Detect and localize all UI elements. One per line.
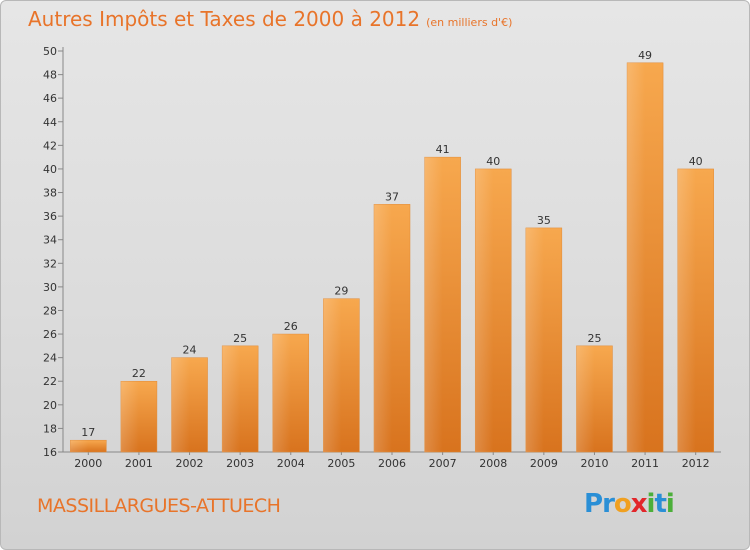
- x-tick-label: 2010: [580, 457, 608, 470]
- bar-highlight: [222, 345, 241, 452]
- y-tick-label: 32: [43, 257, 57, 270]
- bar-value-label: 40: [689, 155, 703, 168]
- x-tick-label: 2008: [479, 457, 507, 470]
- x-tick-label: 2004: [277, 457, 305, 470]
- logo-letter: t: [654, 489, 666, 519]
- x-tick-label: 2006: [378, 457, 406, 470]
- bar-value-label: 29: [334, 285, 348, 298]
- y-tick-label: 34: [43, 234, 57, 247]
- y-tick-label: 40: [43, 163, 57, 176]
- logo-letter: P: [584, 489, 603, 519]
- y-tick-label: 48: [43, 69, 57, 82]
- chart-title-main: Autres Impôts et Taxes de 2000 à 2012: [28, 7, 421, 31]
- x-tick-label: 2007: [429, 457, 457, 470]
- y-tick-label: 22: [43, 375, 57, 388]
- y-tick-label: 46: [43, 92, 57, 105]
- bar-highlight: [576, 345, 595, 452]
- bar-highlight: [70, 440, 89, 452]
- y-tick-label: 38: [43, 187, 57, 200]
- x-tick-label: 2012: [682, 457, 710, 470]
- bar-value-label: 22: [132, 367, 146, 380]
- bar-value-label: 25: [587, 332, 601, 345]
- x-tick-label: 2009: [530, 457, 558, 470]
- bars: [70, 62, 714, 453]
- bar-highlight: [525, 227, 544, 452]
- bar-highlight: [323, 298, 342, 452]
- y-tick-label: 28: [43, 304, 57, 317]
- logo-letter: i: [646, 489, 656, 519]
- y-tick-label: 26: [43, 328, 57, 341]
- y-tick-label: 20: [43, 399, 57, 412]
- logo-letter: o: [613, 489, 632, 519]
- bar-highlight: [120, 381, 139, 452]
- y-tick-label: 42: [43, 139, 57, 152]
- chart-title: Autres Impôts et Taxes de 2000 à 2012 (en…: [28, 7, 512, 31]
- y-tick-label: 16: [43, 446, 57, 459]
- bar-value-label: 37: [385, 190, 399, 203]
- y-tick-label: 18: [43, 422, 57, 435]
- logo-letter: r: [602, 489, 615, 519]
- x-tick-label: 2002: [176, 457, 204, 470]
- bar-value-label: 35: [537, 214, 551, 227]
- bar-highlight: [374, 204, 392, 452]
- y-tick-label: 50: [43, 45, 57, 58]
- bar-value-label: 25: [233, 332, 247, 345]
- axes: 16 18 20 22 24 26 28 30 32 34 36 38 40 42 44 46 48 50 2000…: [43, 45, 721, 470]
- x-tick-label: 2005: [327, 457, 355, 470]
- y-tick-label: 30: [43, 281, 57, 294]
- x-tick-label: 2000: [74, 457, 102, 470]
- bar-value-label: 49: [638, 49, 652, 62]
- bar-highlight: [171, 357, 190, 452]
- bar-highlight: [424, 157, 443, 452]
- commune-name: MASSILLARGUES-ATTUECH: [37, 495, 281, 517]
- y-tick-label: 44: [43, 116, 57, 129]
- logo-letter: x: [630, 489, 648, 519]
- bar-highlight: [272, 334, 291, 452]
- bar-value-label: 17: [81, 426, 95, 439]
- x-tick-label: 2001: [125, 457, 153, 470]
- value-labels: 17 22 24 25 26 29 37 41 40 35 25 49 40: [81, 49, 702, 439]
- logo-letter: i: [665, 489, 675, 519]
- bar-value-label: 24: [183, 344, 197, 357]
- bar-value-label: 41: [436, 143, 450, 156]
- chart-title-unit: (en milliers d'€): [426, 16, 513, 29]
- x-tick-label: 2003: [226, 457, 254, 470]
- bar-highlight: [475, 168, 494, 453]
- bar-value-label: 40: [486, 155, 500, 168]
- y-tick-label: 36: [43, 210, 57, 223]
- y-tick-label: 24: [43, 352, 57, 365]
- proxiti-logo: Proxiti: [584, 489, 675, 519]
- x-tick-label: 2011: [631, 457, 659, 470]
- bar-highlight: [627, 62, 646, 452]
- bar-highlight: [677, 168, 696, 453]
- bar-value-label: 26: [284, 320, 298, 333]
